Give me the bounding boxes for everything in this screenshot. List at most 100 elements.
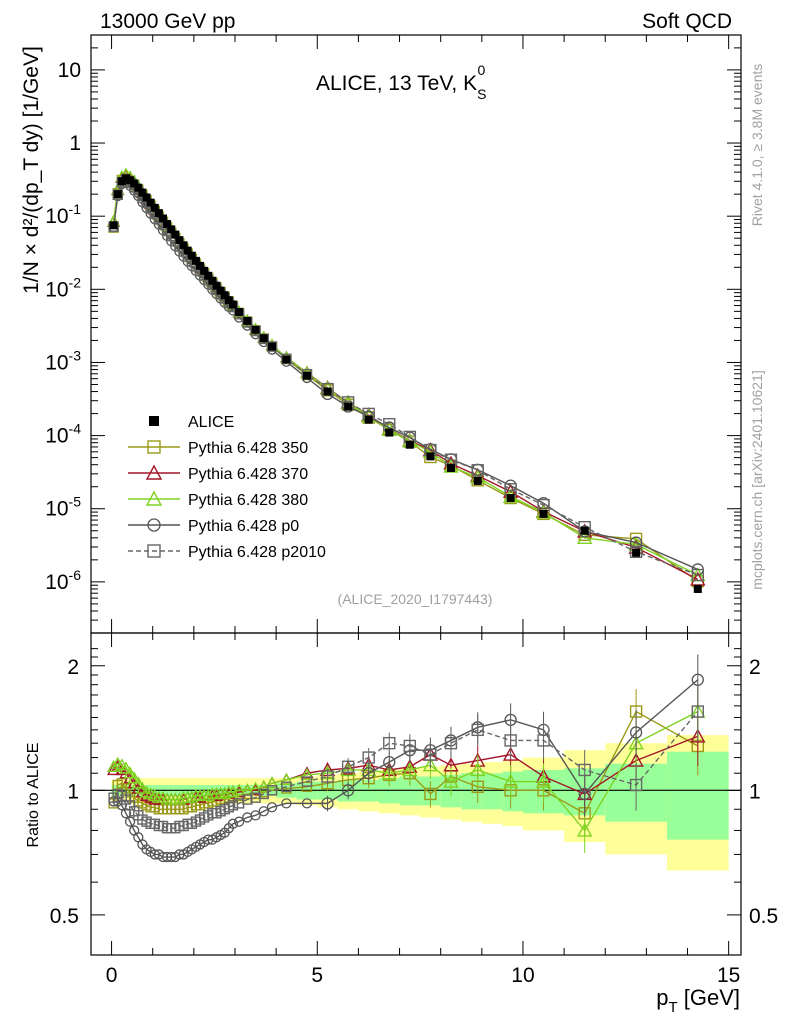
data-point (187, 251, 196, 260)
legend-marker (147, 544, 161, 558)
data-point (163, 220, 172, 229)
data-point (212, 281, 221, 290)
data-point (134, 183, 143, 192)
data-point (539, 509, 548, 518)
data-point (344, 402, 353, 411)
data-point (196, 261, 205, 270)
legend-entry: Pythia 6.428 370 (128, 464, 308, 483)
series-point (576, 529, 593, 545)
ratio-point (250, 792, 261, 803)
legend-label: Pythia 6.428 p2010 (188, 544, 326, 561)
data-point (385, 428, 394, 437)
ratio-point (502, 773, 519, 788)
data-point (693, 584, 702, 593)
ratio-point (279, 772, 294, 786)
data-point (473, 476, 482, 485)
ratio-point (123, 766, 137, 779)
y-tick-label: 10-5 (45, 494, 81, 521)
ratio-point (443, 773, 459, 788)
data-point (323, 387, 332, 396)
data-point (426, 452, 435, 461)
legend-entry: Pythia 6.428 p2010 (128, 544, 326, 561)
data-point (268, 342, 277, 351)
ratio-y-tick-label-right: 2 (749, 656, 761, 679)
series-point (504, 491, 517, 505)
ratio-point (300, 767, 314, 781)
y-axis-label-ratio: Ratio to ALICE (25, 743, 42, 848)
legend-label: Pythia 6.428 380 (188, 492, 308, 509)
data-point (228, 300, 237, 309)
ratio-point (470, 761, 486, 777)
legend-entry: Pythia 6.428 p0 (128, 518, 299, 535)
ratio-y-tick-label-right: 0.5 (749, 905, 778, 928)
ratio-point (227, 800, 239, 811)
ratio-point (341, 784, 355, 797)
data-point (142, 193, 151, 202)
legend-marker (145, 464, 163, 480)
ratio-point (266, 802, 278, 813)
ratio-point (127, 771, 141, 784)
x-tick-label: 5 (311, 964, 323, 987)
x-axis-label-sub: T (668, 999, 677, 1016)
x-axis-label: pT [GeV] (656, 985, 740, 1016)
ratio-point (301, 776, 313, 787)
y-tick-label: 10-2 (45, 274, 81, 301)
ratio-point (422, 757, 439, 772)
ratio-frame (90, 632, 742, 956)
series-point (471, 464, 484, 477)
ratio-point (383, 755, 396, 769)
ratio-series-line (113, 679, 699, 858)
ratio-point (402, 761, 418, 777)
data-point (216, 286, 225, 295)
ratio-point (281, 798, 292, 809)
data-point (235, 307, 244, 316)
ratio-point (502, 746, 519, 761)
data-point (446, 464, 455, 473)
ratio-point (242, 794, 253, 805)
legend: ALICE Pythia 6.428 350 Pythia 6.428 370 Pyt… (128, 414, 326, 561)
ratio-point (161, 851, 173, 863)
ratio-point (157, 851, 169, 863)
ratio-point (576, 822, 593, 837)
series-point (629, 536, 643, 549)
data-point (183, 246, 192, 255)
ratio-point (185, 790, 199, 803)
ratio-point (266, 785, 278, 796)
data-point (179, 241, 188, 250)
legend-marker (145, 490, 163, 506)
y-axis-label-main: 1/N × d²/(dp_T dy) [1/GeV] (20, 46, 43, 294)
data-point (154, 209, 163, 218)
y-tick-label: 10-4 (45, 421, 81, 448)
data-point (224, 296, 233, 305)
data-point (282, 355, 291, 364)
data-point (146, 198, 155, 207)
x-axis-label-main: p (656, 985, 668, 1010)
data-point (259, 334, 268, 343)
ratio-y-tick-label-right: 1 (749, 780, 761, 803)
data-point (200, 266, 209, 275)
y-axis-ratio: 0.5 0.5 1 1 2 2 (50, 648, 778, 928)
legend-entry: ALICE (149, 414, 234, 431)
ratio-point (201, 788, 215, 802)
legend-label: Pythia 6.428 350 (188, 440, 308, 457)
series-alice-data (109, 174, 702, 593)
data-point (121, 174, 130, 183)
data-point (405, 440, 414, 449)
data-point (109, 221, 118, 230)
x-tick-label: 10 (511, 964, 534, 987)
ratio-point (227, 818, 239, 829)
data-point (158, 214, 167, 223)
ratio-point (535, 773, 552, 788)
ratio-point (250, 810, 261, 821)
ratio-point (232, 783, 246, 796)
ratio-band-stat (481, 773, 503, 810)
data-point (302, 371, 311, 380)
ratio-point (341, 760, 355, 773)
series-point (266, 341, 278, 352)
series-pythia-6-428-p0 (108, 177, 704, 576)
ratio-point (444, 736, 458, 750)
mcplots-site-label: mcplots.cern.ch [arXiv:2401.10621] (749, 370, 765, 589)
data-point (138, 188, 147, 197)
ratio-point (172, 792, 187, 805)
series-point (629, 545, 643, 559)
